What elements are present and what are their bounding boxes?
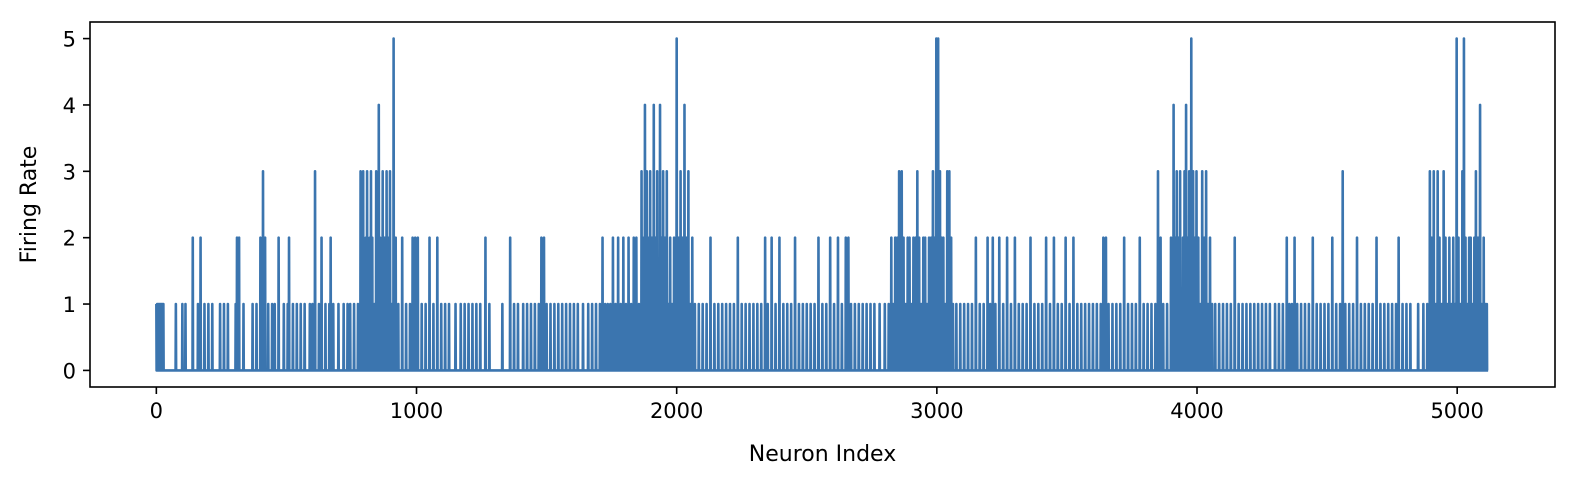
x-tick-label: 3000 [910, 399, 963, 423]
y-tick-label: 0 [63, 359, 76, 383]
series-layer [155, 37, 1490, 372]
x-axis-label: Neuron Index [749, 442, 896, 467]
y-tick-label: 1 [63, 293, 76, 317]
y-axis-ticks: 0 1 2 3 4 5 [63, 28, 90, 383]
x-tick-label: 5000 [1430, 399, 1483, 423]
y-tick-label: 3 [63, 160, 76, 184]
y-tick-label: 4 [63, 94, 76, 118]
x-tick-label: 2000 [650, 399, 703, 423]
x-axis-ticks: 0 1000 2000 3000 4000 5000 [150, 387, 1484, 423]
y-tick-label: 5 [63, 28, 76, 52]
x-tick-label: 4000 [1170, 399, 1223, 423]
y-tick-label: 2 [63, 227, 76, 251]
x-tick-label: 1000 [390, 399, 443, 423]
y-axis-label: Firing Rate [17, 146, 42, 264]
axes-frame [89, 21, 1556, 388]
x-tick-label: 0 [150, 399, 163, 423]
firing-rate-series-line [155, 37, 1490, 372]
